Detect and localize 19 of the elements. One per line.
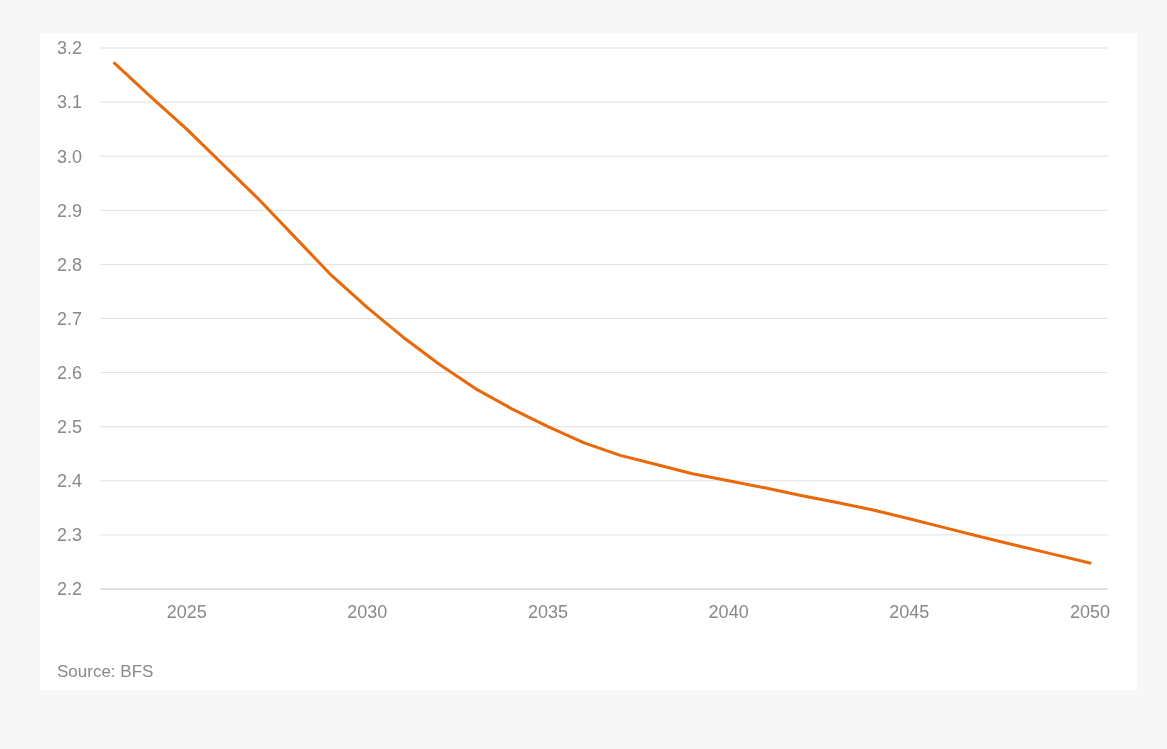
source-note: Source: BFS	[57, 662, 154, 681]
y-tick-label: 3.1	[57, 92, 83, 113]
y-tick-label: 2.4	[57, 471, 83, 492]
line-series	[112, 61, 1092, 565]
x-tick-label: 2030	[347, 602, 388, 622]
x-tick-label: 2025	[166, 602, 207, 622]
y-tick-label: 2.5	[57, 417, 83, 437]
x-tick-label: 2035	[527, 602, 569, 622]
y-tick-label: 2.3	[57, 525, 83, 546]
y-tick-label: 2.6	[57, 362, 83, 383]
y-tick-label: 3.2	[57, 38, 83, 59]
x-tick-label: 2050	[1069, 602, 1110, 622]
y-tick-label: 2.9	[57, 200, 83, 221]
y-tick-label: 2.7	[57, 308, 83, 329]
y-tick-label: 2.2	[57, 579, 83, 600]
y-tick-label: 3.0	[57, 146, 83, 167]
x-tick-label: 2040	[708, 602, 749, 622]
x-tick-label: 2045	[889, 602, 930, 622]
y-tick-label: 2.8	[57, 254, 83, 275]
